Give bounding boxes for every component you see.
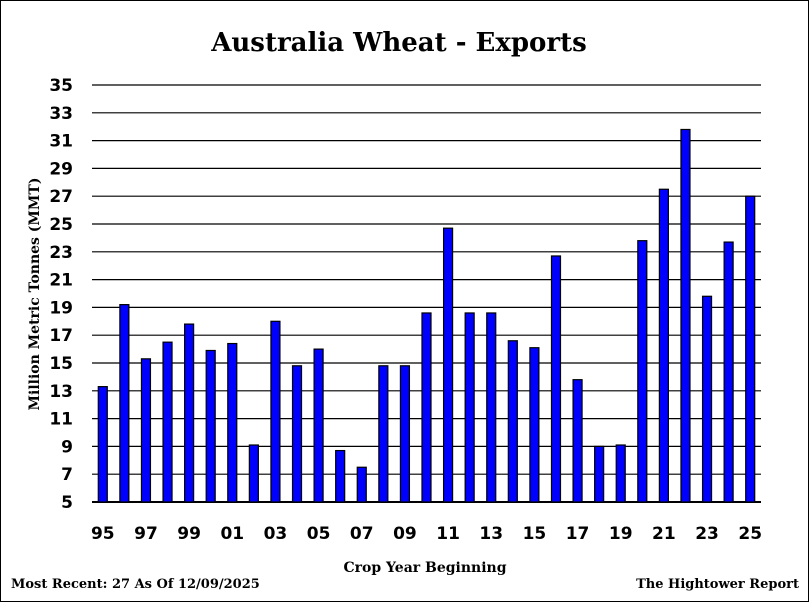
y-tick-label: 31 — [49, 132, 73, 152]
footer-source: The Hightower Report — [636, 577, 799, 592]
bar-16 — [550, 255, 562, 503]
bar-00 — [205, 349, 216, 503]
bar-12 — [464, 312, 475, 503]
bar-06 — [335, 449, 346, 503]
bar-23 — [701, 295, 713, 503]
bar-05 — [313, 348, 324, 503]
y-tick-label: 21 — [49, 271, 73, 291]
y-tick-label: 33 — [49, 104, 73, 124]
x-tick-label: 09 — [393, 524, 417, 544]
x-tick-label: 01 — [220, 524, 244, 544]
x-tick-label: 95 — [91, 524, 115, 544]
bar-08 — [378, 365, 389, 503]
x-tick-label: 15 — [523, 524, 547, 544]
x-tick-label: 13 — [479, 524, 503, 544]
y-tick-label: 35 — [49, 76, 73, 96]
bar-04 — [291, 365, 303, 503]
y-tick-label: 11 — [49, 410, 73, 430]
footer-most-recent: Most Recent: 27 As Of 12/09/2025 — [11, 577, 260, 592]
bar-25 — [745, 195, 756, 503]
x-tick-label: 17 — [566, 524, 590, 544]
x-tick-label: 97 — [134, 524, 158, 544]
x-tick-label: 07 — [350, 524, 374, 544]
bar-95 — [97, 386, 108, 503]
bar-19 — [615, 444, 626, 503]
bar-96 — [119, 304, 130, 503]
bar-15 — [529, 347, 540, 503]
y-tick-label: 15 — [49, 354, 73, 374]
bars — [97, 128, 756, 503]
y-tick-label: 7 — [61, 465, 73, 485]
y-tick-label: 25 — [49, 215, 73, 235]
y-tick-label: 9 — [61, 437, 73, 457]
bar-03 — [270, 320, 281, 503]
x-tick-label: 19 — [609, 524, 633, 544]
bar-97 — [140, 358, 152, 503]
y-axis-label: Million Metric Tonnes (MMT) — [27, 178, 43, 411]
x-tick-label: 05 — [307, 524, 331, 544]
x-axis-label: Crop Year Beginning — [343, 560, 506, 576]
y-tick-label: 17 — [49, 326, 73, 346]
y-tick-label: 29 — [49, 159, 73, 179]
bar-18 — [594, 445, 605, 503]
bar-99 — [184, 323, 195, 503]
y-tick-label: 27 — [49, 187, 73, 207]
bar-14 — [507, 340, 518, 503]
bar-21 — [658, 188, 669, 503]
bar-17 — [572, 379, 583, 503]
bar-02 — [248, 444, 259, 503]
x-tick-label: 03 — [264, 524, 288, 544]
bar-98 — [162, 341, 173, 503]
bar-09 — [399, 365, 411, 503]
x-tick-label: 99 — [177, 524, 201, 544]
bar-24 — [723, 241, 734, 503]
bar-11 — [442, 227, 454, 503]
x-tick-label: 23 — [695, 524, 719, 544]
y-tick-label: 19 — [49, 298, 73, 318]
bar-13 — [486, 312, 497, 503]
x-tick-label: 11 — [436, 524, 460, 544]
bar-10 — [421, 312, 432, 503]
x-tick-label: 25 — [738, 524, 762, 544]
y-tick-label: 5 — [61, 493, 73, 513]
bar-07 — [356, 466, 367, 503]
bar-22 — [680, 128, 691, 503]
x-tick-label: 21 — [652, 524, 676, 544]
y-axis-ticks: 5 7 9 11 13 15 17 19 21 23 25 27 29 31 33 35 — [49, 76, 73, 513]
y-tick-label: 23 — [49, 243, 73, 263]
y-tick-label: 13 — [49, 382, 73, 402]
bar-20 — [637, 240, 648, 503]
x-axis-ticks: 95 97 99 01 03 05 07 09 11 13 15 17 19 21 23 25 — [91, 524, 762, 544]
bar-01 — [227, 342, 238, 503]
chart-title: Australia Wheat - Exports — [210, 28, 587, 58]
